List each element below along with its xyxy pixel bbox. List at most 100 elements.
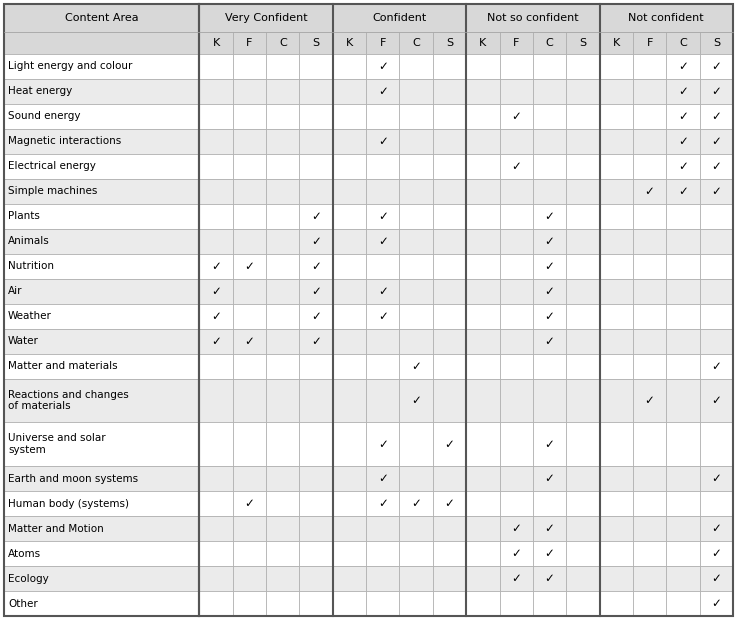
Bar bbox=[666, 279, 699, 304]
Bar bbox=[333, 179, 366, 204]
Bar bbox=[200, 566, 233, 591]
Bar bbox=[666, 541, 699, 566]
Bar bbox=[266, 279, 299, 304]
Bar bbox=[666, 154, 699, 179]
Bar bbox=[433, 104, 467, 129]
Bar bbox=[233, 329, 266, 354]
Text: Matter and materials: Matter and materials bbox=[8, 361, 118, 371]
Bar bbox=[533, 329, 566, 354]
Bar bbox=[467, 466, 500, 491]
Bar bbox=[399, 254, 433, 279]
Bar bbox=[333, 304, 366, 329]
Text: Content Area: Content Area bbox=[65, 13, 139, 23]
Bar bbox=[566, 329, 600, 354]
Bar bbox=[333, 379, 366, 422]
Text: ✓: ✓ bbox=[511, 522, 521, 535]
Bar bbox=[233, 541, 266, 566]
Bar bbox=[333, 329, 366, 354]
Bar bbox=[467, 304, 500, 329]
Bar bbox=[200, 204, 233, 229]
Bar bbox=[266, 541, 299, 566]
Bar bbox=[500, 179, 533, 204]
Bar bbox=[299, 541, 333, 566]
Bar bbox=[433, 566, 467, 591]
Bar bbox=[533, 379, 566, 422]
Text: ✓: ✓ bbox=[211, 335, 221, 348]
Bar bbox=[633, 154, 666, 179]
Bar bbox=[467, 54, 500, 79]
Text: ✓: ✓ bbox=[444, 497, 455, 510]
Bar bbox=[366, 354, 399, 379]
Bar bbox=[366, 516, 399, 541]
Bar bbox=[500, 591, 533, 616]
Text: C: C bbox=[412, 38, 420, 48]
Bar bbox=[233, 466, 266, 491]
Bar bbox=[600, 304, 633, 329]
Bar bbox=[500, 304, 533, 329]
Bar bbox=[433, 541, 467, 566]
Bar bbox=[366, 279, 399, 304]
Bar bbox=[266, 329, 299, 354]
Bar bbox=[333, 54, 366, 79]
Bar bbox=[533, 32, 566, 54]
Bar bbox=[533, 466, 566, 491]
Text: ✓: ✓ bbox=[311, 260, 321, 273]
Bar bbox=[299, 79, 333, 104]
Text: Very Confident: Very Confident bbox=[225, 13, 307, 23]
Bar bbox=[299, 304, 333, 329]
Bar bbox=[399, 354, 433, 379]
Bar bbox=[233, 491, 266, 516]
Text: F: F bbox=[380, 38, 386, 48]
Bar bbox=[299, 179, 333, 204]
Bar bbox=[399, 491, 433, 516]
Bar bbox=[200, 254, 233, 279]
Text: ✓: ✓ bbox=[311, 335, 321, 348]
Bar bbox=[533, 541, 566, 566]
Bar bbox=[4, 466, 200, 491]
Bar bbox=[467, 129, 500, 154]
Bar bbox=[433, 179, 467, 204]
Text: ✓: ✓ bbox=[711, 572, 722, 585]
Bar bbox=[233, 229, 266, 254]
Bar bbox=[633, 79, 666, 104]
Text: ✓: ✓ bbox=[711, 547, 722, 560]
Bar bbox=[699, 79, 733, 104]
Bar bbox=[566, 491, 600, 516]
Bar bbox=[299, 279, 333, 304]
Bar bbox=[399, 54, 433, 79]
Bar bbox=[266, 516, 299, 541]
Bar bbox=[433, 354, 467, 379]
Bar bbox=[600, 4, 733, 32]
Bar bbox=[500, 466, 533, 491]
Text: K: K bbox=[479, 38, 486, 48]
Text: F: F bbox=[246, 38, 253, 48]
Bar bbox=[399, 566, 433, 591]
Bar bbox=[566, 32, 600, 54]
Bar bbox=[433, 304, 467, 329]
Bar bbox=[666, 129, 699, 154]
Text: Sound energy: Sound energy bbox=[8, 112, 80, 122]
Bar bbox=[566, 516, 600, 541]
Bar bbox=[200, 516, 233, 541]
Bar bbox=[533, 304, 566, 329]
Bar bbox=[533, 279, 566, 304]
Bar bbox=[299, 591, 333, 616]
Bar bbox=[666, 254, 699, 279]
Bar bbox=[600, 229, 633, 254]
Text: ✓: ✓ bbox=[711, 360, 722, 373]
Bar bbox=[333, 516, 366, 541]
Bar bbox=[299, 422, 333, 466]
Text: ✓: ✓ bbox=[511, 547, 521, 560]
Bar bbox=[266, 466, 299, 491]
Bar bbox=[566, 304, 600, 329]
Text: ✓: ✓ bbox=[545, 438, 554, 451]
Bar bbox=[600, 379, 633, 422]
Bar bbox=[200, 129, 233, 154]
Bar bbox=[566, 541, 600, 566]
Bar bbox=[699, 591, 733, 616]
Bar bbox=[233, 354, 266, 379]
Text: C: C bbox=[545, 38, 553, 48]
Text: ✓: ✓ bbox=[711, 60, 722, 73]
Bar bbox=[600, 104, 633, 129]
Bar bbox=[566, 466, 600, 491]
